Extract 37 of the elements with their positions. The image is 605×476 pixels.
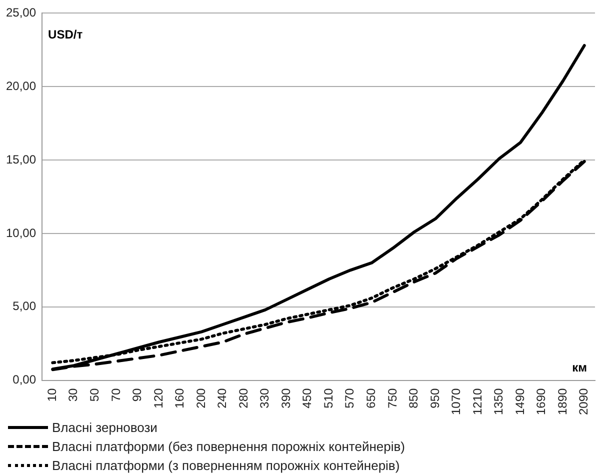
y-tick-label: 5,00 [12, 299, 36, 314]
x-tick-label: 280 [236, 388, 250, 408]
x-tick-label: 70 [108, 388, 123, 402]
x-tick-label: 2090 [576, 388, 591, 416]
y-axis-title: USD/т [48, 28, 83, 42]
x-tick-label: 50 [88, 388, 102, 402]
x-tick-label: 120 [151, 388, 166, 408]
x-tick-label: 750 [385, 388, 400, 408]
x-tick-label: 160 [172, 388, 187, 408]
legend-label: Власні платформи (без повернення порожніх контейнерів) [52, 439, 405, 454]
y-tick-label: 15,00 [6, 152, 36, 166]
x-tick-label: 390 [278, 388, 293, 408]
x-tick-label: 510 [321, 388, 336, 408]
x-tick-label: 1690 [534, 388, 548, 416]
legend-label: Власні зерновози [52, 420, 158, 435]
x-tick-label: 330 [258, 388, 272, 408]
y-tick-label: 10,00 [6, 226, 36, 240]
x-tick-label: 1890 [555, 388, 570, 416]
x-tick-label: 1070 [449, 388, 464, 416]
legend-label: Власні платформи (з поверненням порожніх контейнерів) [52, 458, 400, 473]
x-tick-label: 200 [194, 388, 208, 408]
x-tick-label: 950 [428, 388, 442, 408]
x-tick-label: 240 [215, 388, 230, 408]
x-tick-label: 850 [406, 388, 421, 408]
x-tick-label: 450 [300, 388, 314, 408]
x-tick-label: 1490 [512, 388, 527, 416]
x-tick-label: 10 [44, 388, 59, 402]
x-tick-label: 570 [342, 388, 357, 408]
y-tick-label: 20,00 [6, 78, 36, 93]
x-axis-title: км [572, 360, 588, 375]
y-tick-label: 0,00 [12, 372, 36, 387]
y-tick-label: 25,00 [6, 6, 36, 20]
x-tick-label: 1210 [470, 388, 484, 416]
x-tick-label: 30 [66, 388, 80, 402]
x-tick-label: 1350 [492, 388, 506, 416]
x-tick-label: 90 [130, 388, 144, 402]
x-tick-label: 650 [364, 388, 378, 408]
